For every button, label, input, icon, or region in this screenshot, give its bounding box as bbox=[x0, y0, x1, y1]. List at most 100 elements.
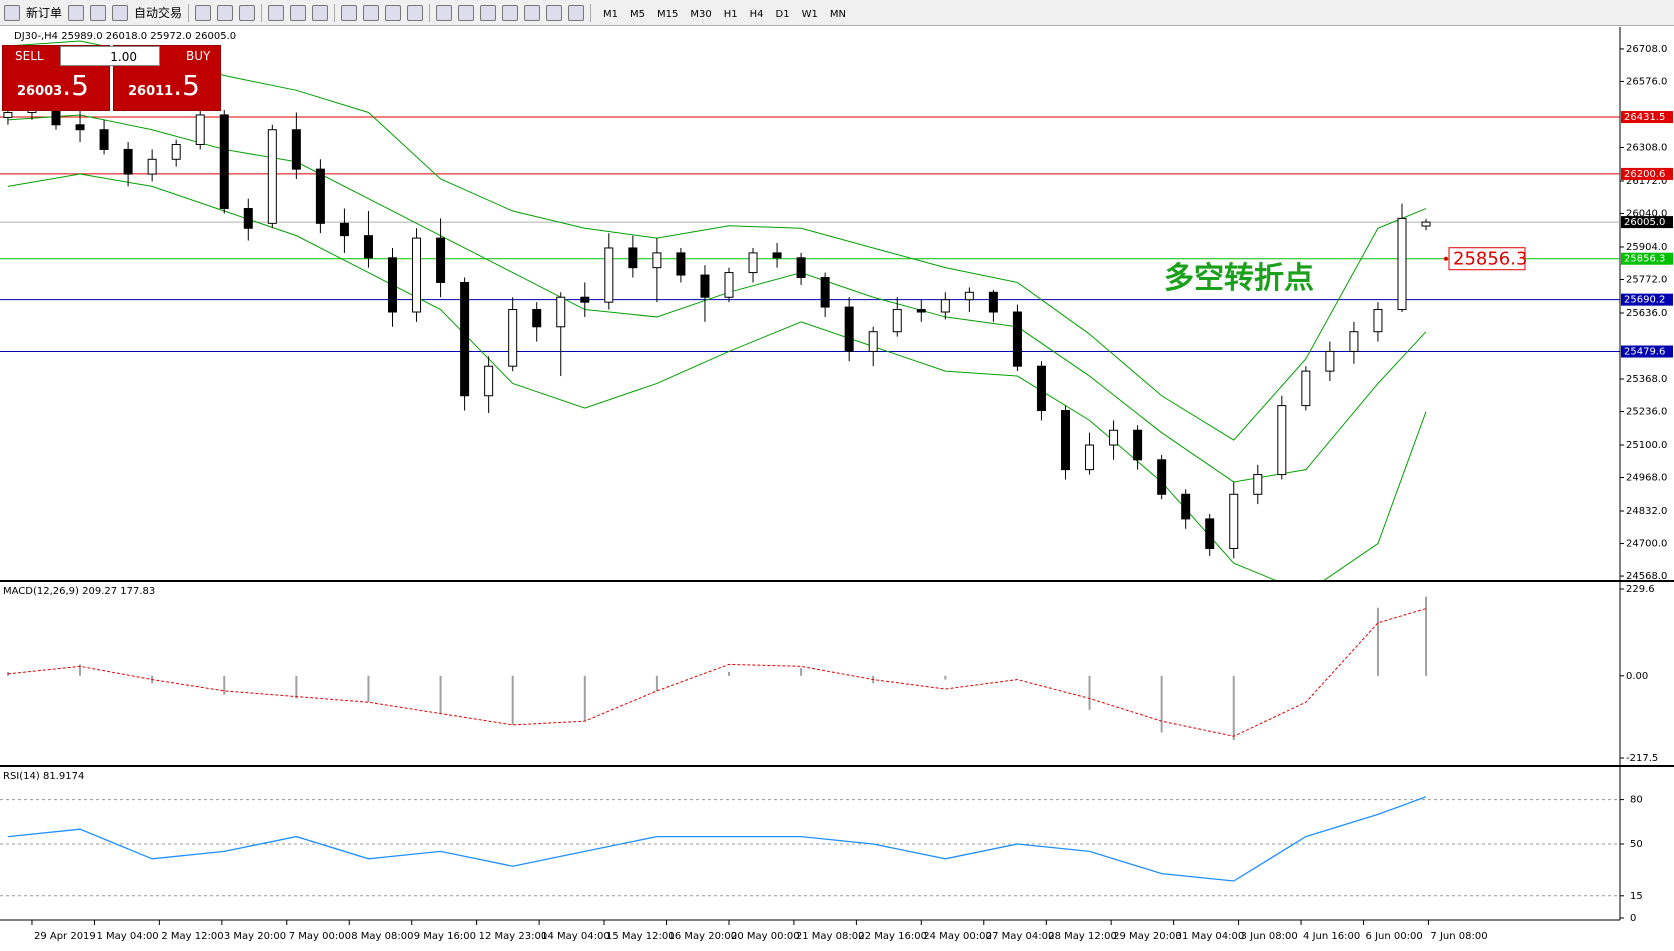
timeframe[interactable]: D1 bbox=[775, 8, 790, 20]
y-tick-label: 25100.0 bbox=[1626, 440, 1667, 451]
icon[interactable] bbox=[480, 4, 497, 21]
icon[interactable] bbox=[341, 4, 358, 21]
candle-body bbox=[1277, 405, 1287, 476]
panel bbox=[0, 40, 1620, 580]
candle-body bbox=[916, 309, 926, 313]
buy-button[interactable]: BUY 26011.5 bbox=[113, 45, 221, 111]
level-callout-box bbox=[1448, 247, 1526, 271]
candle-body bbox=[147, 158, 157, 175]
icon[interactable] bbox=[239, 4, 256, 21]
icon[interactable] bbox=[458, 4, 475, 21]
candle-body bbox=[291, 129, 301, 170]
x-tick-label: 3 May 20:00 bbox=[224, 931, 286, 942]
macd-bar bbox=[872, 675, 875, 684]
candle-body bbox=[892, 309, 902, 333]
y-tick-label: 25904.0 bbox=[1626, 242, 1667, 253]
timeframe[interactable]: MN bbox=[829, 8, 846, 20]
candle-body bbox=[532, 309, 542, 328]
icon[interactable] bbox=[90, 4, 107, 21]
x-tick-label: 14 May 04:00 bbox=[541, 931, 610, 942]
panel bbox=[6, 596, 1428, 741]
x-tick-label: 3 Jun 08:00 bbox=[1241, 931, 1298, 942]
y-tick-label: 24832.0 bbox=[1626, 506, 1667, 517]
y-tick-label: 26708.0 bbox=[1626, 44, 1667, 55]
panel bbox=[0, 796, 1620, 897]
candle-body bbox=[123, 148, 133, 175]
icon[interactable] bbox=[112, 4, 129, 21]
x-tick-label: 27 May 04:00 bbox=[986, 931, 1055, 942]
level-label-bg bbox=[1621, 111, 1673, 124]
x-tick-label: 12 May 23:00 bbox=[479, 931, 548, 942]
icon[interactable] bbox=[436, 4, 453, 21]
icon[interactable] bbox=[407, 4, 424, 21]
macd-bar bbox=[1425, 596, 1428, 676]
timeframe[interactable]: M5 bbox=[630, 8, 646, 20]
lots-input[interactable]: 1.00 bbox=[60, 46, 160, 66]
icon[interactable] bbox=[4, 4, 20, 21]
icon[interactable] bbox=[502, 4, 519, 21]
rsi-title: RSI(14) 81.9174 bbox=[3, 771, 84, 782]
candle-body bbox=[940, 299, 950, 313]
band-lower bbox=[7, 173, 1427, 580]
icon[interactable] bbox=[546, 4, 563, 21]
new-order[interactable]: 新订单 bbox=[26, 6, 63, 20]
sell-price-frac: .5 bbox=[62, 69, 89, 102]
x-tick-label: 8 May 08:00 bbox=[351, 931, 413, 942]
macd-bar bbox=[1376, 607, 1379, 676]
rsi-line bbox=[7, 796, 1427, 882]
level-label: 25690.2 bbox=[1624, 295, 1665, 306]
macd-bar bbox=[1088, 675, 1091, 710]
timeframe[interactable]: W1 bbox=[801, 8, 818, 20]
candle-body bbox=[964, 291, 974, 301]
y-tick-label: 15 bbox=[1630, 891, 1643, 902]
candle-body bbox=[676, 252, 686, 276]
timeframe[interactable]: H1 bbox=[723, 8, 738, 20]
icon[interactable] bbox=[217, 4, 234, 21]
x-tick-label: 22 May 16:00 bbox=[858, 931, 927, 942]
level-label-bg bbox=[1621, 345, 1673, 358]
timeframe[interactable]: M1 bbox=[603, 8, 619, 20]
current-price-label: 26005.0 bbox=[1624, 217, 1665, 228]
y-tick-label: 229.6 bbox=[1626, 584, 1655, 595]
buy-label: BUY bbox=[186, 49, 211, 63]
icon[interactable] bbox=[312, 4, 329, 21]
y-tick-label: 80 bbox=[1630, 795, 1643, 806]
separator bbox=[188, 3, 190, 22]
candle-body bbox=[436, 237, 446, 283]
candle-body bbox=[628, 247, 638, 269]
icon[interactable] bbox=[290, 4, 307, 21]
candle-body bbox=[1060, 410, 1070, 471]
buy-price: 26011 bbox=[128, 84, 174, 99]
icon[interactable] bbox=[68, 4, 85, 21]
candle-body bbox=[460, 281, 470, 397]
timeframe[interactable]: M30 bbox=[690, 8, 712, 20]
icon[interactable] bbox=[195, 4, 212, 21]
auto-trade[interactable]: 自动交易 bbox=[134, 6, 183, 20]
level-label: 26431.5 bbox=[1624, 112, 1665, 123]
macd-bar bbox=[511, 675, 514, 725]
timeframe[interactable]: M15 bbox=[657, 8, 679, 20]
icon[interactable] bbox=[363, 4, 380, 21]
macd-bar bbox=[1160, 675, 1163, 733]
x-tick-label: 29 Apr 2019 bbox=[34, 931, 96, 942]
icon[interactable] bbox=[524, 4, 541, 21]
current-price-bg bbox=[1621, 216, 1673, 229]
timeframe[interactable]: H4 bbox=[749, 8, 764, 20]
candle-body bbox=[652, 252, 662, 269]
candle-body bbox=[1397, 217, 1407, 311]
candle-body bbox=[508, 309, 518, 367]
separator bbox=[261, 3, 263, 22]
x-tick-label: 7 Jun 08:00 bbox=[1430, 931, 1487, 942]
macd-bar bbox=[944, 675, 947, 680]
icon[interactable] bbox=[268, 4, 285, 21]
icon[interactable] bbox=[385, 4, 402, 21]
x-tick-label: 4 Jun 16:00 bbox=[1303, 931, 1360, 942]
level-label: 26200.6 bbox=[1624, 169, 1665, 180]
separator bbox=[429, 3, 431, 22]
y-tick-label: 26576.0 bbox=[1626, 76, 1667, 87]
y-tick-label: 25368.0 bbox=[1626, 374, 1667, 385]
icon[interactable] bbox=[568, 4, 585, 21]
candle-body bbox=[820, 277, 830, 308]
separator bbox=[334, 3, 336, 22]
macd-bar bbox=[295, 675, 298, 699]
